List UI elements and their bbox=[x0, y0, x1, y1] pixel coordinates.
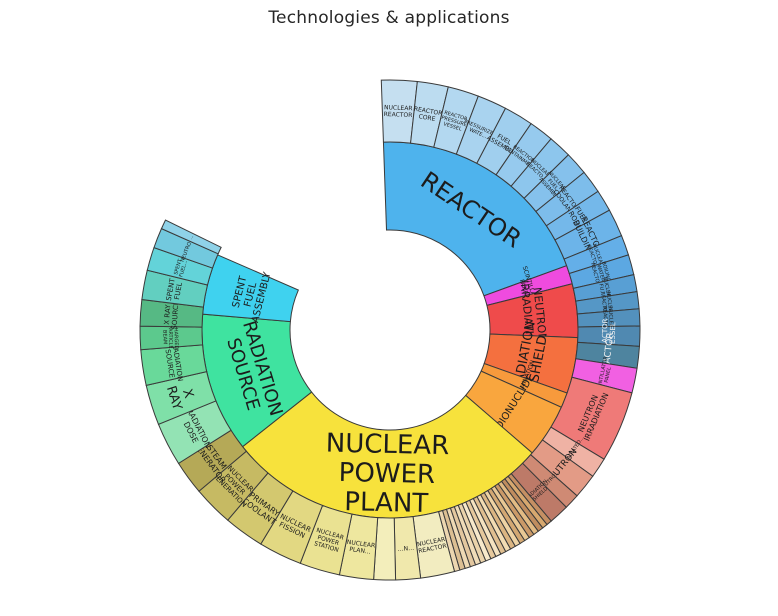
sunburst-segment[interactable] bbox=[203, 255, 299, 322]
chart-page: Technologies & applications REACTORSCINT… bbox=[0, 0, 778, 616]
sunburst-ring-inner: REACTORSCINTILLATORPANELNEUTRONIRRADIATI… bbox=[202, 142, 578, 519]
sunburst-chart: REACTORSCINTILLATORPANELNEUTRONIRRADIATI… bbox=[0, 0, 778, 616]
